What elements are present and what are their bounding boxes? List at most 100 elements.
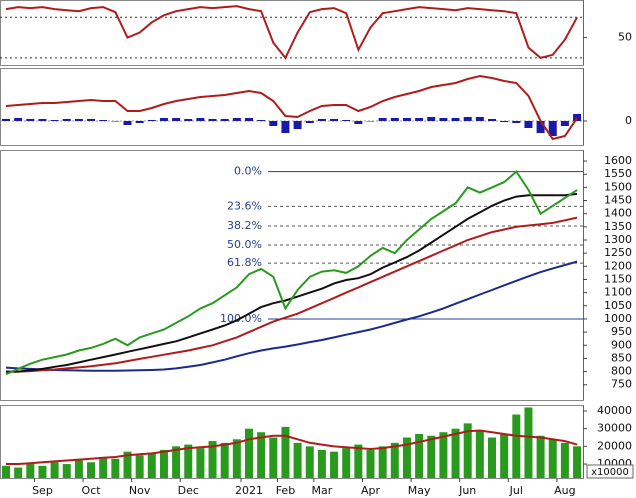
bar <box>196 448 205 478</box>
bar <box>87 119 96 121</box>
bar <box>111 458 120 478</box>
bar <box>123 451 132 478</box>
fib-label: 0.0% <box>234 165 262 178</box>
bar <box>317 119 326 121</box>
y-tick-label: 1100 <box>604 286 632 299</box>
y-tick-label: 850 <box>611 351 632 364</box>
bar <box>451 428 460 478</box>
bar <box>439 432 448 478</box>
bar <box>390 118 399 121</box>
y-tick-label: 1550 <box>604 167 632 180</box>
bar <box>232 439 241 478</box>
bar <box>402 437 411 478</box>
bar <box>500 121 509 122</box>
bar <box>342 448 351 478</box>
y-tick-label: 750 <box>611 378 632 391</box>
bar <box>512 414 521 478</box>
bar <box>232 118 241 121</box>
line <box>6 429 578 465</box>
bar <box>26 119 35 121</box>
y-tick-label: 1000 <box>604 312 632 325</box>
bar <box>330 451 339 478</box>
bar <box>257 432 266 478</box>
bar <box>439 118 448 121</box>
y-tick-label: 1400 <box>604 207 632 220</box>
y-tick-label: 1050 <box>604 299 632 312</box>
bar <box>366 121 375 122</box>
x-tick-label: Aug <box>554 484 575 497</box>
bar <box>38 465 47 478</box>
bar <box>184 119 193 121</box>
bar <box>62 464 71 478</box>
bar <box>159 118 168 121</box>
x-tick-label: Apr <box>361 484 381 497</box>
line <box>5 170 578 376</box>
bar <box>159 449 168 478</box>
bar <box>427 117 436 121</box>
bar <box>427 435 436 478</box>
bar <box>99 456 108 478</box>
bar <box>220 442 229 478</box>
bar <box>269 121 278 126</box>
bar <box>220 119 229 121</box>
fib-label: 23.6% <box>227 199 262 212</box>
bar <box>548 121 557 136</box>
y-tick-label: 1300 <box>604 233 632 246</box>
bar <box>415 118 424 121</box>
bar <box>281 121 290 133</box>
y-tick-label: 1600 <box>604 154 632 167</box>
bar <box>524 407 533 478</box>
bar <box>354 121 363 124</box>
bar <box>560 121 569 126</box>
bar <box>14 118 23 121</box>
bar <box>560 442 569 478</box>
panel-frame <box>0 150 584 401</box>
bar <box>123 121 132 125</box>
bar <box>317 449 326 478</box>
bar <box>378 446 387 478</box>
bar <box>62 119 71 121</box>
fib-label: 38.2% <box>227 219 262 232</box>
bar <box>14 467 23 478</box>
bar <box>548 439 557 478</box>
bar <box>378 118 387 121</box>
bar <box>38 119 47 121</box>
y-tick-label: 0 <box>625 114 632 127</box>
y-tick-label: 1200 <box>604 259 632 272</box>
bar <box>74 460 83 478</box>
bar <box>111 121 120 122</box>
bar <box>26 464 35 478</box>
y-tick-label: 50 <box>618 31 632 44</box>
bar <box>147 120 156 121</box>
x-tick-label: Sep <box>32 484 53 497</box>
bar <box>293 442 302 478</box>
bar <box>135 455 144 478</box>
bar <box>305 121 314 123</box>
bar <box>2 119 10 121</box>
bar <box>330 119 339 121</box>
y-tick-label: 1450 <box>604 194 632 207</box>
x-tick-label: Mar <box>312 484 333 497</box>
unit-box <box>586 464 634 479</box>
bar <box>172 118 181 121</box>
fib-label: 50.0% <box>227 238 262 251</box>
bar <box>500 433 509 478</box>
bar <box>50 462 59 478</box>
bar <box>87 462 96 478</box>
bar <box>390 442 399 478</box>
bar <box>245 118 253 121</box>
bar <box>99 120 108 121</box>
bar <box>402 118 411 121</box>
bar <box>366 449 375 478</box>
bar <box>257 120 266 121</box>
bar <box>354 444 363 478</box>
bar <box>2 465 10 478</box>
bar <box>281 426 290 478</box>
y-tick-label: 1250 <box>604 246 632 259</box>
y-tick-label: 800 <box>611 365 632 378</box>
y-tick-label: 40000 <box>597 404 632 417</box>
bar <box>293 121 302 129</box>
x-tick-label: Jun <box>458 484 476 497</box>
bar <box>196 118 205 121</box>
bar <box>451 118 460 121</box>
